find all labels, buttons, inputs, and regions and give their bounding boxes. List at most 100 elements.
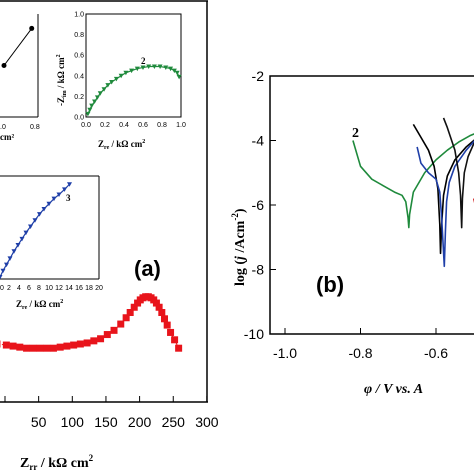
inset-2-x-tick-label: 0.6 — [138, 122, 148, 129]
inset-3-x-tick-label: 14 — [65, 285, 73, 292]
inset-3-x-label: Zre / kΩ cm2 — [16, 299, 63, 311]
inset-2-series-label: 2 — [141, 56, 146, 66]
panel-a-point — [43, 344, 51, 352]
panel-a-x-label: Zrr / kΩ cm2 — [20, 453, 94, 472]
inset-3-point — [4, 262, 9, 268]
inset-3-x-tick-label: 8 — [37, 285, 41, 292]
inset-2-point — [94, 95, 100, 100]
inset-3-point — [0, 268, 6, 274]
panel-a-tick-label: 250 — [162, 414, 186, 430]
panel-b-y-label: log (j /Acm-2) — [230, 208, 248, 286]
panel-a-tick-label: 150 — [94, 414, 118, 430]
panel-a-point — [76, 340, 84, 348]
panel-a-point — [158, 309, 166, 316]
panel-b-x-tick-label: -0.6 — [424, 345, 448, 361]
inset-2-data — [85, 64, 182, 117]
panel-a-point — [9, 342, 17, 350]
inset-2-point — [123, 70, 129, 76]
inset-2-point — [97, 91, 103, 96]
inset-3-point — [19, 236, 25, 242]
panel-a-point — [126, 309, 134, 316]
inset-2-point — [85, 111, 91, 117]
panel-a: 50 100 150 200 250 300 (a) Zrr / kΩ cm2 — [0, 0, 219, 472]
panel-a-data — [0, 293, 183, 352]
panel-a-tick-label: 50 — [31, 414, 47, 430]
inset-3-point — [62, 187, 67, 192]
inset-2-y-label: -Zim / kΩ cm2 — [56, 54, 68, 106]
panel-a-point — [161, 315, 169, 323]
panel-a-point — [70, 341, 78, 349]
panel-a-label: (a) — [134, 256, 161, 281]
inset-3-point — [41, 206, 47, 212]
panel-b-x-tick-label: -1.0 — [273, 345, 297, 361]
inset-2-point — [129, 68, 135, 74]
inset-3-point — [7, 256, 13, 261]
inset-2-point — [174, 70, 180, 76]
inset-1-tick-0: .0 — [0, 124, 6, 131]
inset-3-series-label: 3 — [66, 193, 71, 203]
panel-a-point — [63, 342, 71, 350]
panel-a-tick-label: 300 — [195, 414, 219, 430]
panel-b-y-tick-label: -10 — [244, 326, 264, 342]
panel-b-series-label-2: 2 — [352, 126, 359, 141]
inset-2-point — [157, 64, 163, 70]
inset-2-point — [171, 68, 177, 74]
inset-1-tick-1: 0.8 — [30, 124, 40, 131]
panel-a-point — [171, 336, 179, 344]
panel-a-point — [103, 331, 111, 339]
inset-2-point — [101, 87, 107, 92]
inset-2-y-tick-label: 0.4 — [74, 73, 84, 80]
panel-b-y-tick-label: -2 — [252, 68, 265, 84]
inset-2: 0.0 0.2 0.4 0.6 0.8 1.0 0.0 0.2 0.4 0.6 0.8 1.0 2 Z… — [56, 12, 186, 152]
inset-2-y-tick-label: 1.0 — [74, 12, 84, 19]
panel-a-x-ticks: 50 100 150 200 250 300 — [4, 396, 219, 430]
inset-3-point — [56, 192, 62, 198]
inset-2-point — [151, 64, 157, 70]
inset-3-data — [0, 182, 72, 280]
inset-1-point — [1, 63, 7, 68]
inset-3-x-tick-label: 4 — [17, 285, 21, 292]
panel-a-point — [130, 303, 138, 311]
panel-b-y-tick-label: -4 — [252, 133, 265, 149]
inset-1-data — [1, 25, 35, 68]
inset-2-point — [146, 64, 152, 70]
panel-b-y-tick-label: -6 — [252, 197, 265, 213]
inset-1-point — [29, 25, 35, 31]
inset-2-point — [134, 66, 140, 72]
panel-a-point — [16, 343, 24, 351]
inset-2-y-tick-label: 0.2 — [74, 94, 84, 101]
inset-2-point — [118, 73, 124, 79]
inset-3-point — [51, 196, 57, 202]
inset-2-x-tick-label: 0.2 — [100, 122, 110, 129]
panel-b-ticks: -1.0 -0.8 -0.6 -2 -4 -6 -8 -10 — [244, 68, 449, 361]
inset-3-x-tick-label: 0 — [0, 285, 4, 292]
panel-a-point — [117, 320, 125, 328]
inset-3-x-tick-label: 10 — [45, 285, 53, 292]
inset-2-y-tick-label: 0.6 — [74, 53, 84, 60]
panel-b-y-tick-label: -8 — [252, 262, 265, 278]
panel-a-point — [110, 326, 118, 334]
panel-b-curve-3 — [416, 140, 474, 268]
inset-2-point — [89, 103, 95, 109]
inset-3-point — [46, 201, 52, 207]
inset-2-point — [176, 74, 182, 80]
inset-3-ticks: 0 2 4 6 8 10 12 14 16 18 20 — [0, 285, 103, 292]
inset-1: .0 0.8 cm² — [0, 14, 40, 142]
inset-3-point — [37, 212, 42, 217]
panel-a-point — [23, 344, 31, 352]
inset-3-x-tick-label: 12 — [55, 285, 63, 292]
inset-3-point — [11, 249, 17, 254]
panel-b: -1.0 -0.8 -0.6 -2 -4 -6 -8 -10 2 (b) φ / V vs. … — [230, 68, 474, 397]
inset-1-x-label-fragment: cm² — [0, 132, 14, 142]
inset-3-point — [15, 243, 21, 248]
inset-3-x-tick-label: 18 — [85, 285, 93, 292]
panel-a-tick-label: 200 — [128, 414, 152, 430]
panel-b-data — [352, 117, 474, 268]
panel-a-tick-label: 100 — [61, 414, 85, 430]
inset-2-point — [163, 65, 169, 71]
panel-a-point — [122, 314, 130, 322]
panel-a-point — [56, 343, 64, 351]
inset-2-y-tick-label: 0.0 — [74, 115, 84, 122]
panel-a-point — [2, 341, 10, 349]
